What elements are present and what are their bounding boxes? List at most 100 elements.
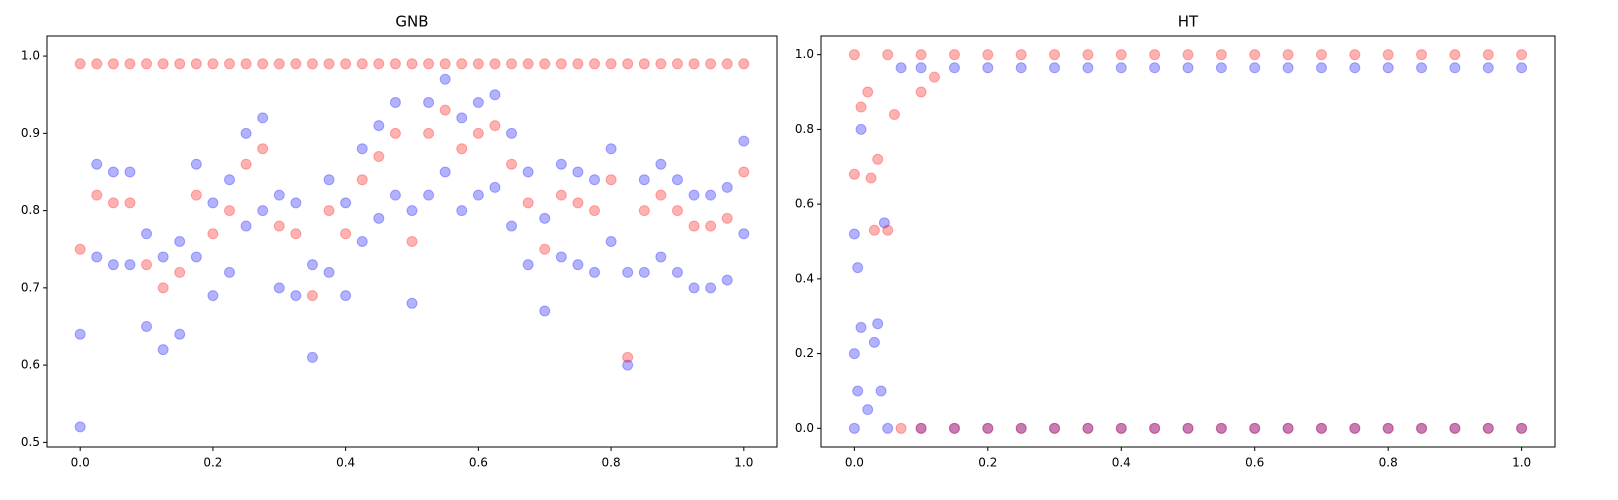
point bbox=[1482, 49, 1494, 61]
point bbox=[190, 158, 202, 170]
point bbox=[257, 205, 269, 217]
point bbox=[1382, 422, 1394, 434]
point bbox=[157, 251, 169, 263]
point bbox=[356, 236, 368, 247]
point bbox=[572, 166, 584, 178]
point bbox=[373, 120, 385, 132]
point bbox=[872, 153, 884, 165]
point bbox=[655, 58, 667, 70]
point bbox=[721, 274, 733, 286]
point bbox=[522, 166, 534, 178]
x-tick-label: 0.0 bbox=[845, 456, 864, 470]
point bbox=[848, 168, 860, 180]
y-tick-label: 0.8 bbox=[795, 122, 814, 136]
point bbox=[406, 297, 418, 309]
point bbox=[373, 151, 385, 163]
point bbox=[406, 205, 418, 217]
point bbox=[539, 305, 551, 317]
point bbox=[1315, 62, 1327, 74]
point bbox=[1015, 62, 1027, 74]
point bbox=[868, 224, 880, 236]
point bbox=[882, 224, 894, 236]
point bbox=[1449, 62, 1461, 74]
point bbox=[605, 236, 617, 247]
point bbox=[273, 220, 285, 232]
point bbox=[555, 158, 567, 170]
point bbox=[1416, 62, 1428, 74]
point bbox=[373, 58, 385, 70]
point bbox=[1015, 422, 1027, 434]
point bbox=[555, 58, 567, 70]
point bbox=[1416, 49, 1428, 61]
point bbox=[1149, 62, 1161, 74]
point bbox=[878, 217, 890, 229]
point bbox=[622, 266, 634, 278]
point bbox=[1282, 422, 1294, 434]
point bbox=[1215, 422, 1227, 434]
point bbox=[848, 228, 860, 240]
point bbox=[439, 73, 451, 85]
point bbox=[356, 58, 368, 70]
point bbox=[240, 127, 252, 139]
point bbox=[688, 189, 700, 201]
point bbox=[290, 58, 302, 70]
point bbox=[174, 58, 186, 70]
point bbox=[539, 58, 551, 70]
point bbox=[572, 58, 584, 70]
point bbox=[522, 259, 534, 271]
point bbox=[638, 205, 650, 217]
point bbox=[738, 135, 750, 147]
point bbox=[489, 120, 501, 132]
point bbox=[340, 197, 352, 209]
point bbox=[1149, 422, 1161, 434]
point bbox=[1215, 49, 1227, 61]
point bbox=[948, 49, 960, 61]
point bbox=[915, 62, 927, 74]
point bbox=[506, 58, 518, 70]
point bbox=[882, 49, 894, 61]
point bbox=[1249, 422, 1261, 434]
point bbox=[406, 58, 418, 70]
point bbox=[671, 58, 683, 70]
y-tick-label: 1.0 bbox=[795, 47, 814, 61]
point bbox=[605, 174, 617, 186]
point bbox=[1215, 422, 1227, 434]
point bbox=[1516, 62, 1528, 74]
point bbox=[721, 181, 733, 193]
point bbox=[439, 166, 451, 178]
point bbox=[915, 49, 927, 61]
point bbox=[638, 266, 650, 278]
point bbox=[124, 58, 136, 70]
point bbox=[848, 348, 860, 360]
point bbox=[1082, 49, 1094, 61]
point bbox=[406, 236, 418, 247]
point bbox=[306, 58, 318, 70]
point bbox=[174, 266, 186, 278]
point bbox=[721, 58, 733, 70]
point bbox=[868, 336, 880, 348]
point bbox=[671, 205, 683, 217]
point bbox=[852, 262, 864, 274]
point bbox=[141, 320, 153, 332]
x-tick-label: 0.6 bbox=[469, 456, 488, 470]
point bbox=[1182, 49, 1194, 61]
point bbox=[1449, 422, 1461, 434]
point bbox=[472, 127, 484, 139]
point bbox=[948, 422, 960, 434]
point bbox=[688, 282, 700, 294]
point bbox=[472, 96, 484, 108]
point bbox=[1049, 422, 1061, 434]
point bbox=[423, 127, 435, 139]
point bbox=[273, 58, 285, 70]
point bbox=[1516, 422, 1528, 434]
point bbox=[738, 228, 750, 240]
point bbox=[1282, 422, 1294, 434]
point bbox=[555, 189, 567, 201]
point bbox=[915, 86, 927, 98]
point bbox=[423, 58, 435, 70]
point bbox=[472, 189, 484, 201]
point bbox=[1049, 62, 1061, 74]
point bbox=[290, 290, 302, 302]
point bbox=[323, 174, 335, 186]
point bbox=[875, 385, 887, 397]
